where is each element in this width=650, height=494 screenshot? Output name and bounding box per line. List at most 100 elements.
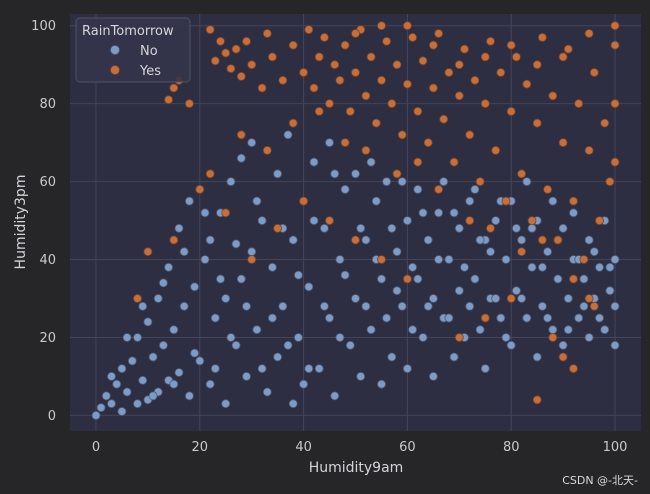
data-point-no xyxy=(169,379,179,389)
data-point-no xyxy=(512,223,521,233)
data-point-no xyxy=(96,403,106,413)
data-point-no xyxy=(205,379,215,389)
data-point-yes xyxy=(584,145,594,155)
data-point-yes xyxy=(454,60,464,70)
data-point-no xyxy=(444,255,454,264)
data-point-no xyxy=(309,216,319,226)
data-point-yes xyxy=(558,138,568,148)
data-point-no xyxy=(465,301,475,311)
data-point-no xyxy=(387,223,397,233)
data-point-yes xyxy=(512,52,521,62)
data-point-no xyxy=(527,223,537,233)
data-point-no xyxy=(600,325,610,335)
data-point-no xyxy=(584,333,594,342)
data-point-yes xyxy=(267,52,277,62)
data-point-yes xyxy=(299,68,309,77)
x-tick-label: 40 xyxy=(295,440,312,455)
data-point-no xyxy=(548,196,558,206)
data-point-no xyxy=(579,301,589,311)
data-point-no xyxy=(496,313,506,323)
data-point-yes xyxy=(387,99,397,108)
data-point-yes xyxy=(522,79,532,89)
data-point-no xyxy=(174,223,184,233)
legend-label-yes: Yes xyxy=(139,64,161,79)
data-point-yes xyxy=(221,48,231,58)
data-point-yes xyxy=(538,33,547,42)
data-point-no xyxy=(553,274,563,284)
data-point-yes xyxy=(563,44,573,54)
data-point-no xyxy=(314,364,324,374)
data-point-no xyxy=(538,262,547,272)
data-point-yes xyxy=(579,255,589,264)
data-point-no xyxy=(200,255,210,264)
data-point-yes xyxy=(319,33,329,42)
y-tick-label: 0 xyxy=(48,409,56,424)
data-point-no xyxy=(184,391,194,401)
data-point-no xyxy=(164,262,174,272)
y-tick-label: 60 xyxy=(39,175,56,190)
data-point-yes xyxy=(449,157,459,167)
data-point-no xyxy=(262,387,272,397)
data-point-no xyxy=(340,184,350,194)
data-point-yes xyxy=(548,333,558,342)
data-point-yes xyxy=(377,255,386,264)
data-point-no xyxy=(392,286,402,296)
data-point-yes xyxy=(236,130,246,140)
data-point-yes xyxy=(371,118,381,128)
data-point-yes xyxy=(428,40,438,50)
data-point-no xyxy=(345,340,355,350)
data-point-no xyxy=(558,223,568,233)
data-point-yes xyxy=(377,21,386,31)
data-point-yes xyxy=(517,169,526,179)
data-point-no xyxy=(101,391,111,401)
data-point-no xyxy=(543,247,552,257)
data-point-no xyxy=(190,348,200,358)
data-point-no xyxy=(377,379,386,389)
data-point-no xyxy=(325,313,334,323)
data-point-yes xyxy=(231,44,241,54)
data-point-yes xyxy=(610,157,620,167)
data-point-no xyxy=(361,235,371,245)
data-point-no xyxy=(408,262,418,272)
data-point-no xyxy=(138,301,148,311)
data-point-no xyxy=(184,196,194,206)
data-point-no xyxy=(112,379,122,389)
legend-box xyxy=(75,17,191,83)
data-point-yes xyxy=(195,184,205,194)
data-point-no xyxy=(91,410,101,420)
data-point-no xyxy=(538,301,547,311)
data-point-no xyxy=(402,364,412,374)
data-point-no xyxy=(449,352,459,362)
data-point-yes xyxy=(273,223,283,233)
data-point-no xyxy=(501,255,511,264)
data-point-yes xyxy=(288,40,298,50)
x-axis-ticks: 0 20 40 60 80 100 xyxy=(92,440,628,455)
data-point-no xyxy=(330,391,340,401)
data-point-no xyxy=(335,333,345,342)
data-point-no xyxy=(569,208,578,218)
data-point-yes xyxy=(351,235,360,245)
data-point-yes xyxy=(439,114,449,124)
data-point-yes xyxy=(351,68,360,77)
data-point-no xyxy=(210,313,220,323)
data-point-no xyxy=(252,325,262,335)
data-point-yes xyxy=(361,91,371,101)
data-point-no xyxy=(216,274,225,284)
legend: RainTomorrow No Yes xyxy=(75,17,191,83)
data-point-yes xyxy=(262,145,272,155)
data-point-yes xyxy=(548,91,558,101)
data-point-no xyxy=(133,399,142,409)
legend-marker-yes xyxy=(110,65,120,75)
data-point-yes xyxy=(143,247,153,257)
data-point-no xyxy=(252,196,262,206)
data-point-no xyxy=(340,270,350,280)
data-point-yes xyxy=(413,157,423,167)
data-point-yes xyxy=(506,107,516,116)
data-point-no xyxy=(304,364,314,374)
data-point-no xyxy=(423,301,433,311)
data-point-no xyxy=(397,177,407,187)
data-point-no xyxy=(439,177,449,187)
data-point-no xyxy=(226,333,236,342)
